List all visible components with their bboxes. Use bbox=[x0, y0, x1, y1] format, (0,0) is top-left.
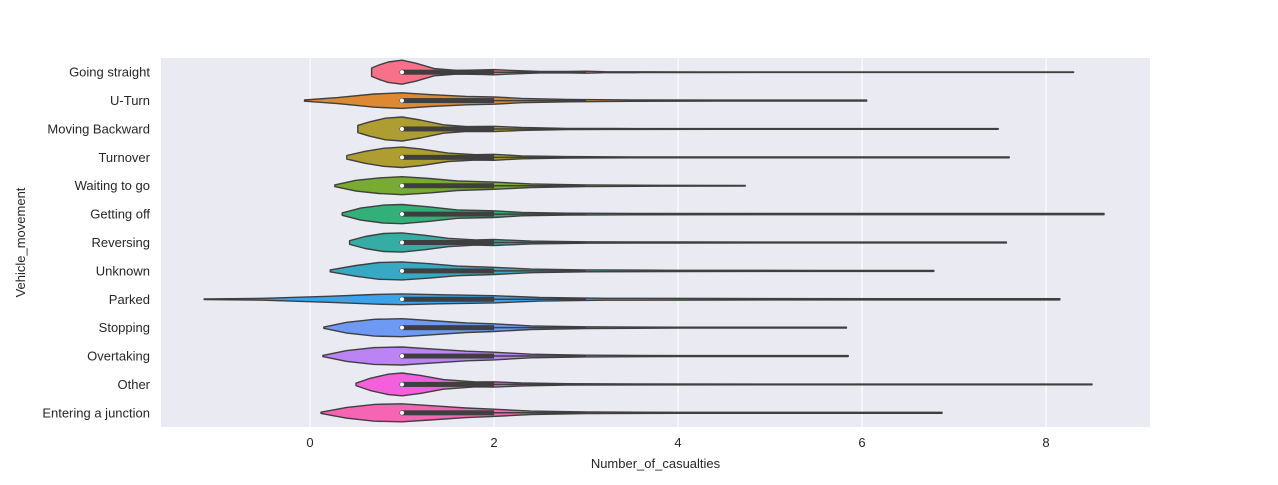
y-axis-label: Vehicle_movement bbox=[13, 187, 28, 297]
y-tick-label: Parked bbox=[109, 292, 150, 307]
x-tick-label: 0 bbox=[306, 435, 313, 450]
y-tick-label: U-Turn bbox=[110, 93, 150, 108]
y-tick-label: Stopping bbox=[99, 320, 150, 335]
violin-body bbox=[355, 372, 1093, 397]
violin-median bbox=[399, 98, 405, 104]
violin-iqr-box bbox=[402, 69, 494, 75]
violin-median bbox=[399, 268, 405, 274]
violin-body bbox=[341, 203, 1105, 225]
violin-iqr-box bbox=[402, 325, 494, 331]
y-tick-label: Other bbox=[117, 377, 150, 392]
violin-body bbox=[357, 116, 999, 142]
violin-body bbox=[346, 146, 1010, 169]
violin-iqr-box bbox=[402, 211, 494, 217]
x-tick-label: 4 bbox=[674, 435, 681, 450]
violin-median bbox=[399, 325, 405, 331]
violin-median bbox=[399, 154, 405, 160]
y-tick-label: Waiting to go bbox=[75, 178, 150, 193]
violins bbox=[203, 59, 1105, 423]
y-tick-label: Turnover bbox=[98, 150, 150, 165]
violin-median bbox=[399, 239, 405, 246]
violin-median bbox=[399, 353, 405, 359]
violin-iqr-box bbox=[402, 410, 494, 416]
y-tick-labels: Going straight U-Turn Moving Backward Turno… bbox=[42, 65, 150, 421]
y-tick-label: Moving Backward bbox=[47, 121, 150, 136]
y-tick-label: Going straight bbox=[69, 65, 150, 80]
violin-median bbox=[399, 381, 405, 387]
violin-iqr-box bbox=[402, 154, 494, 160]
y-tick-label: Overtaking bbox=[87, 349, 150, 364]
x-tick-label: 8 bbox=[1042, 435, 1049, 450]
violin-iqr-box bbox=[402, 98, 494, 104]
violin-median bbox=[399, 126, 405, 132]
violin-iqr-box bbox=[402, 126, 494, 132]
violin-iqr-box bbox=[402, 240, 494, 245]
violin-median bbox=[399, 183, 405, 189]
x-tick-label: 2 bbox=[490, 435, 497, 450]
violin-median bbox=[399, 69, 405, 75]
x-tick-labels: 0 2 4 6 8 bbox=[306, 435, 1049, 450]
violin-iqr-box bbox=[402, 296, 494, 302]
x-tick-label: 6 bbox=[858, 435, 865, 450]
violin-iqr-box bbox=[402, 183, 494, 189]
violin-iqr-box bbox=[402, 353, 494, 359]
violin-median bbox=[399, 296, 405, 302]
violin-body bbox=[329, 261, 935, 281]
y-tick-label: Getting off bbox=[90, 207, 150, 222]
y-tick-label: Entering a junction bbox=[42, 405, 150, 420]
violin-iqr-box bbox=[402, 268, 494, 274]
y-tick-label: Reversing bbox=[91, 235, 150, 250]
violin-iqr-box bbox=[402, 381, 494, 387]
violin-body bbox=[348, 232, 1008, 253]
y-tick-label: Unknown bbox=[96, 263, 150, 278]
x-axis-label: Number_of_casualties bbox=[591, 456, 721, 471]
violin-body bbox=[203, 293, 1061, 306]
violin-body bbox=[320, 403, 943, 423]
violin-median bbox=[399, 410, 405, 416]
violin-median bbox=[399, 211, 405, 217]
